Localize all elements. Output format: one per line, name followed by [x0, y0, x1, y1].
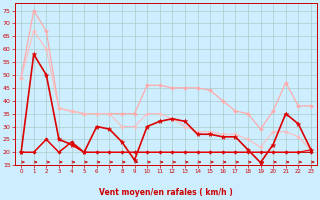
X-axis label: Vent moyen/en rafales ( km/h ): Vent moyen/en rafales ( km/h ) — [99, 188, 233, 197]
